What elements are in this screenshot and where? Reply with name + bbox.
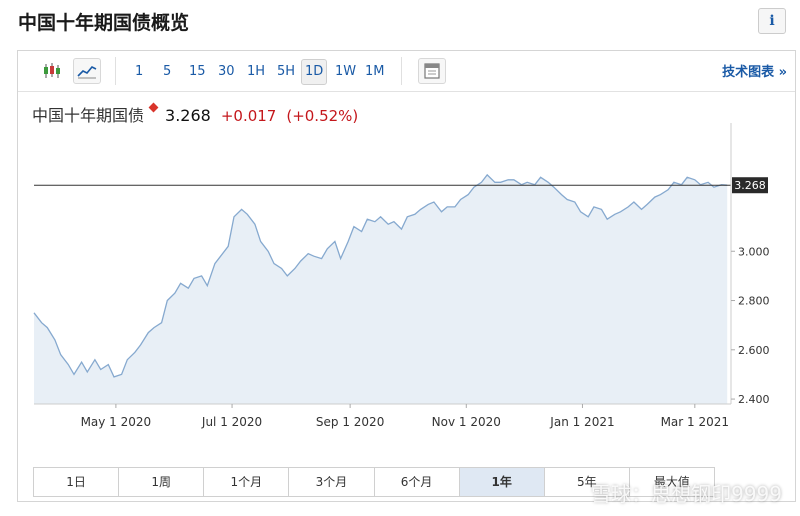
candlestick-icon[interactable] bbox=[38, 58, 66, 84]
range-button[interactable]: 1日 bbox=[34, 468, 120, 496]
yield-chart: 2.400 2.600 2.800 3.000 3.268 May 1 2020 Jul 1… bbox=[33, 123, 770, 429]
y-tick-label: 2.400 bbox=[738, 393, 770, 406]
instrument-name: 中国十年期国债 bbox=[32, 106, 145, 125]
info-icon[interactable]: i bbox=[758, 8, 786, 34]
watermark: 雪球：思想钢印9999 bbox=[591, 482, 782, 506]
page-title: 中国十年期国债概览 bbox=[18, 12, 190, 34]
x-tick-label: May 1 2020 bbox=[81, 415, 152, 429]
chart-frame: 1 5 15 30 1H 5H 1D 1W 1M 技术图表 » 中国十年期国债 3.268 +0.0… bbox=[17, 50, 796, 502]
range-selector: 1日 1周 1个月 3个月 6个月 1年 5年 最大值 bbox=[33, 467, 715, 497]
range-button[interactable]: 1周 bbox=[119, 468, 205, 496]
timeframe-button[interactable]: 1M bbox=[365, 64, 385, 79]
y-tick-label: 2.600 bbox=[738, 344, 770, 357]
price-change: +0.017 bbox=[220, 107, 277, 125]
x-tick-label: Mar 1 2021 bbox=[661, 415, 729, 429]
range-button[interactable]: 1年 bbox=[459, 468, 545, 496]
current-value-box bbox=[732, 177, 768, 194]
timeframe-button[interactable]: 1H bbox=[247, 64, 266, 79]
timeframe-button[interactable]: 1 bbox=[135, 64, 144, 79]
range-button[interactable]: 最大值 bbox=[629, 468, 714, 496]
x-tick-label: Nov 1 2020 bbox=[432, 415, 501, 429]
x-tick-label: Jul 1 2020 bbox=[201, 415, 262, 429]
area-chart-icon[interactable] bbox=[73, 58, 101, 84]
timeframe-button[interactable]: 30 bbox=[218, 64, 235, 79]
current-value-label: 3.268 bbox=[734, 179, 766, 192]
last-price: 3.268 bbox=[165, 106, 211, 125]
y-tick-label: 3.000 bbox=[738, 245, 770, 258]
series-area bbox=[34, 174, 728, 404]
timeframe-button[interactable]: 1W bbox=[335, 64, 357, 79]
timeframe-button[interactable]: 5H bbox=[277, 64, 296, 79]
timeframe-button[interactable]: 15 bbox=[189, 64, 206, 79]
timeframe-button[interactable]: 5 bbox=[163, 64, 172, 79]
range-button[interactable]: 6个月 bbox=[374, 468, 460, 496]
x-tick-label: Jan 1 2021 bbox=[549, 415, 614, 429]
quote-header: 中国十年期国债 3.268 +0.017 (+0.52%) bbox=[32, 102, 358, 126]
series-line bbox=[33, 173, 728, 378]
range-button[interactable]: 5年 bbox=[544, 468, 630, 496]
range-button[interactable]: 3个月 bbox=[289, 468, 375, 496]
chart-toolbar: 1 5 15 30 1H 5H 1D 1W 1M 技术图表 » bbox=[18, 51, 795, 92]
timeframe-button[interactable]: 1D bbox=[301, 59, 328, 85]
price-change-percent: (+0.52%) bbox=[286, 107, 359, 125]
calendar-icon[interactable] bbox=[418, 58, 446, 84]
chart-types-link[interactable]: 技术图表 » bbox=[722, 65, 787, 80]
x-tick-label: Sep 1 2020 bbox=[316, 415, 384, 429]
y-tick-label: 2.800 bbox=[738, 295, 770, 308]
toolbar-separator bbox=[401, 57, 402, 85]
range-button[interactable]: 1个月 bbox=[204, 468, 290, 496]
toolbar-separator bbox=[115, 57, 116, 85]
